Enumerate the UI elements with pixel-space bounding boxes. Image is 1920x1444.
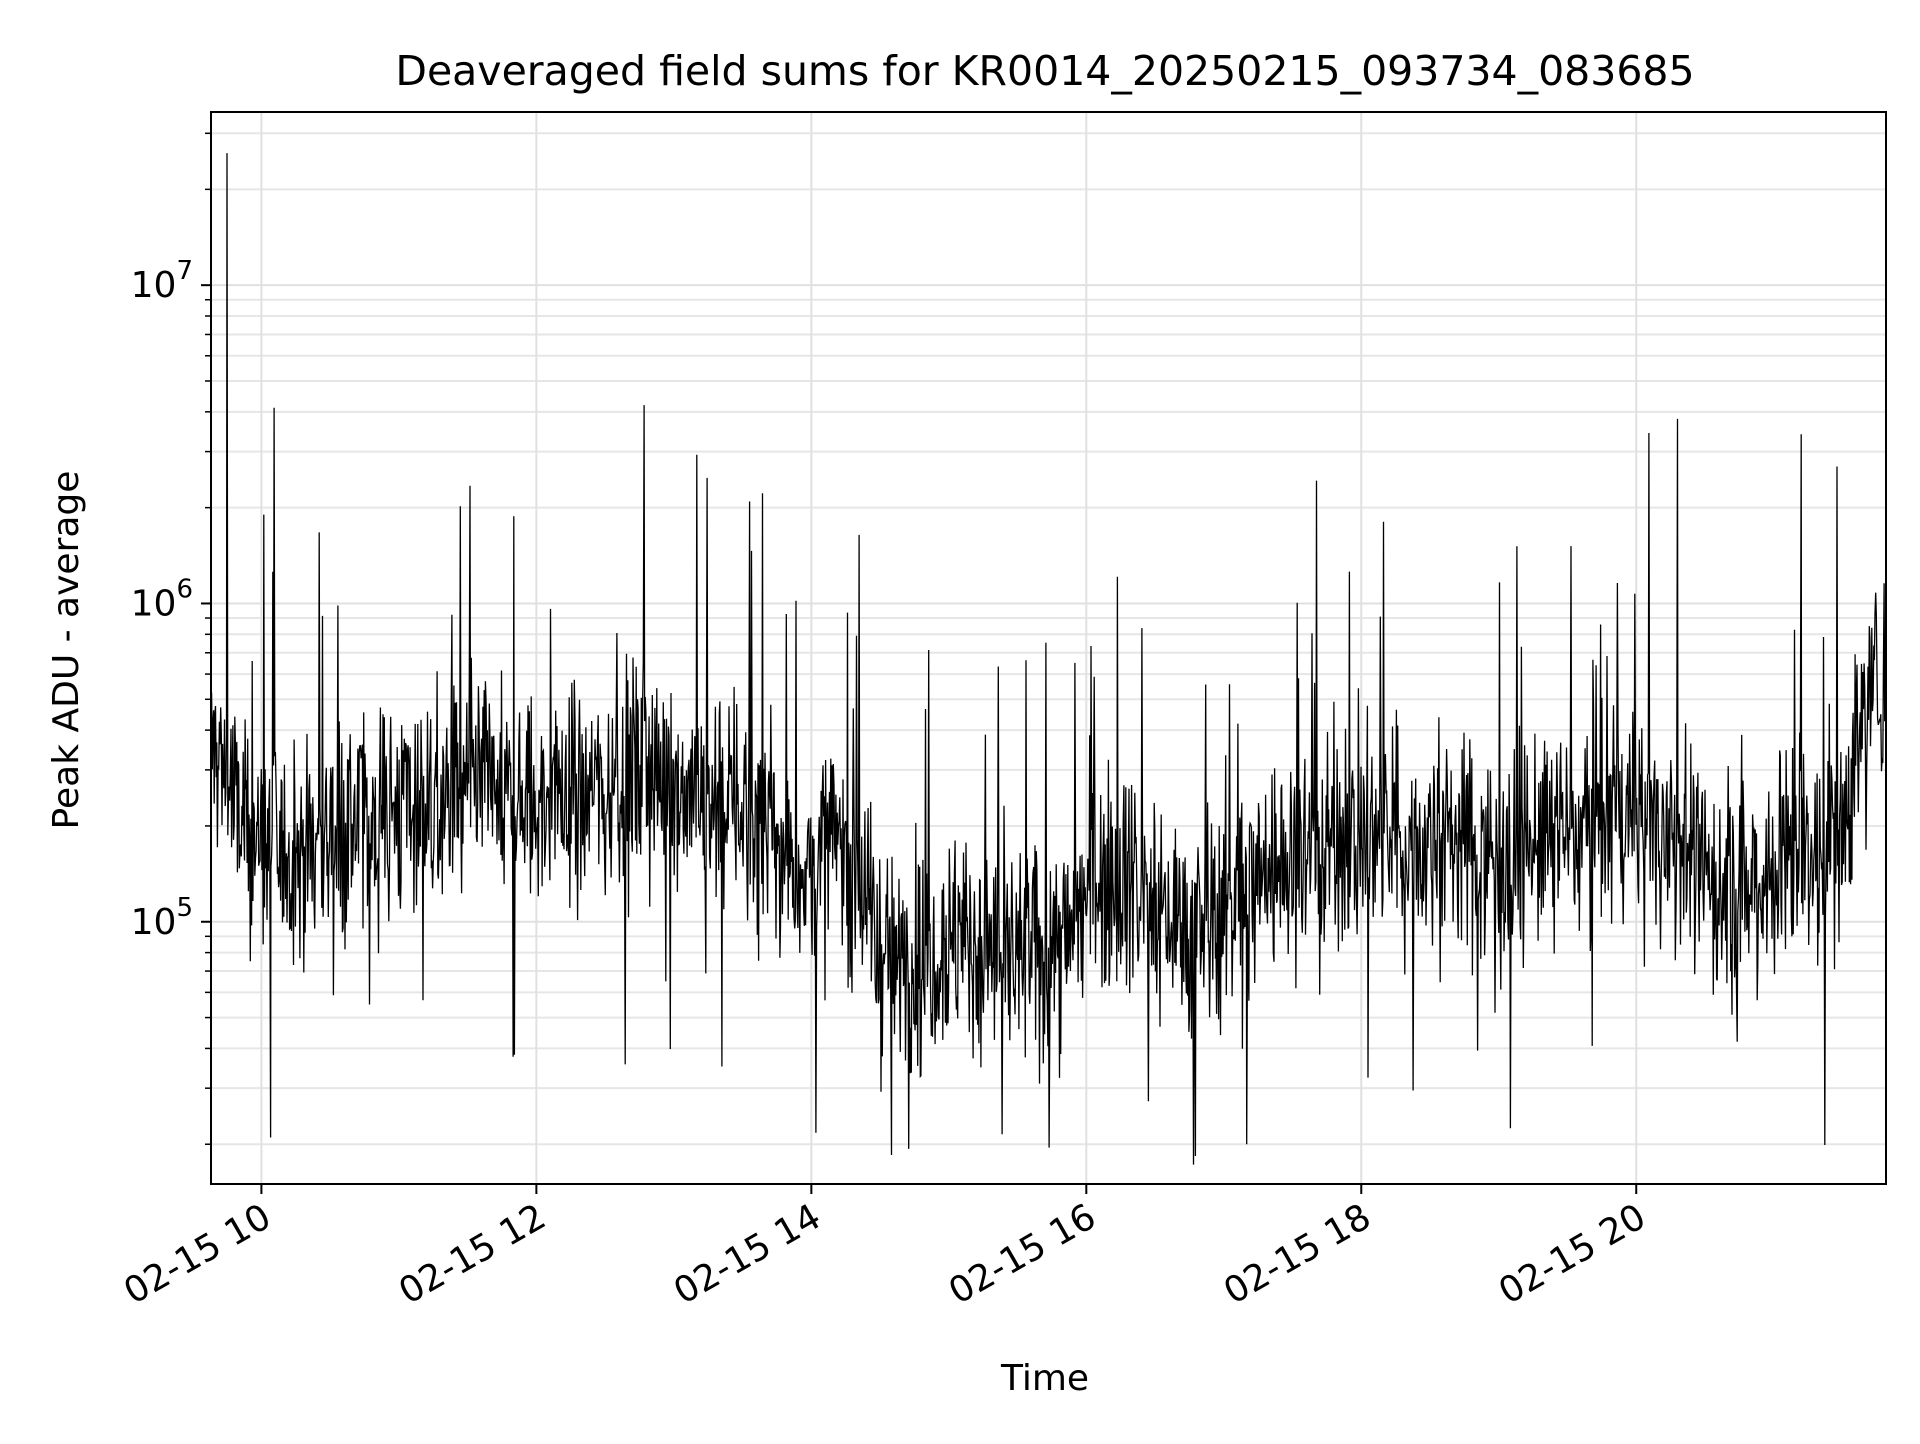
- x-tick-label: 02-15 10: [117, 1196, 278, 1312]
- x-tick-label: 02-15 12: [392, 1196, 553, 1312]
- ticks-layer: 105 106 107 02-15 10 02-15 12 02-15 14 02-15 1…: [117, 132, 1653, 1313]
- grid-layer: [211, 112, 1886, 1184]
- y-tick-label: 106: [131, 574, 193, 624]
- series-line: [210, 153, 1887, 1165]
- y-axis-label: Peak ADU - average: [46, 471, 87, 830]
- x-axis-label: Time: [1000, 1358, 1089, 1399]
- y-tick-label: 107: [131, 256, 193, 306]
- chart-title: Deaveraged field sums for KR0014_2025021…: [395, 47, 1694, 95]
- series-layer: [210, 153, 1887, 1165]
- x-tick-label: 02-15 20: [1492, 1196, 1653, 1312]
- y-tick-label: 105: [131, 893, 193, 943]
- x-tick-label: 02-15 18: [1217, 1196, 1378, 1312]
- x-tick-label: 02-15 14: [667, 1196, 828, 1312]
- x-tick-label: 02-15 16: [942, 1196, 1103, 1312]
- plot-frame: [210, 111, 1887, 1185]
